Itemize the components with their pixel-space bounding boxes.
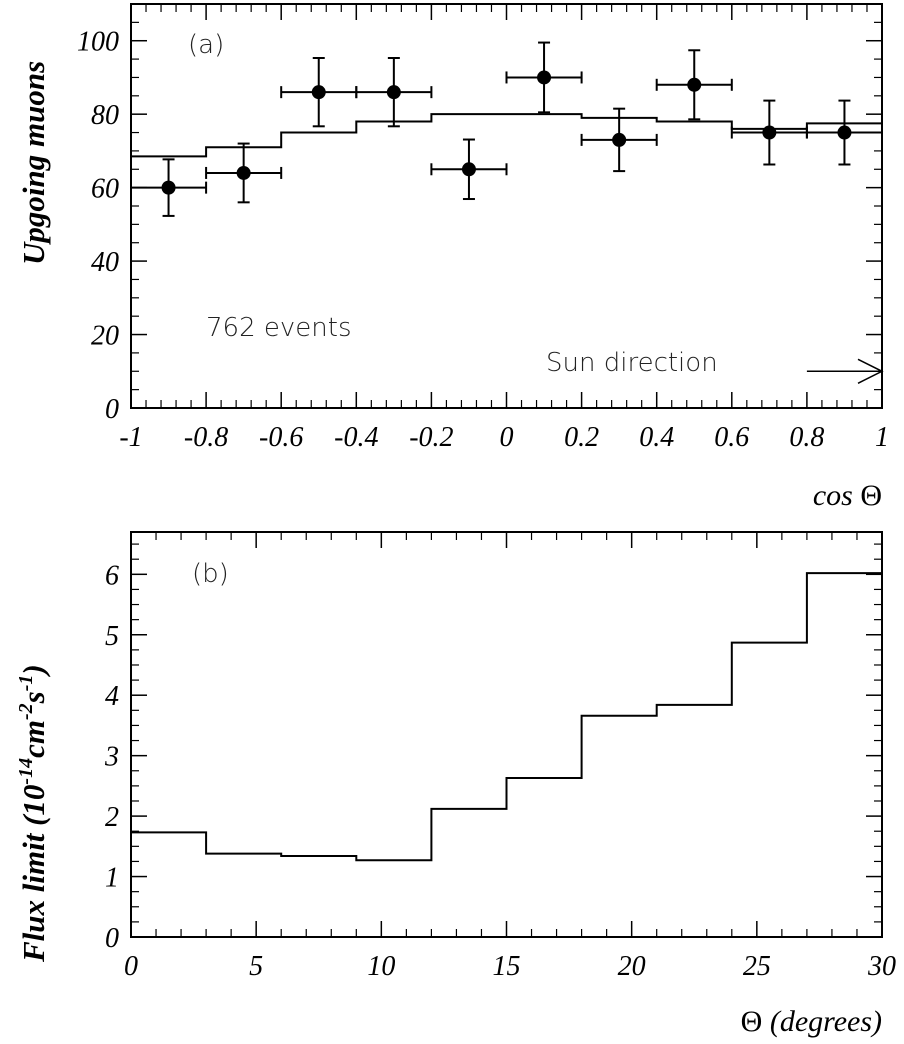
events-annotation: 762 events <box>206 313 352 343</box>
panel-b-frame <box>130 531 883 938</box>
x-tick-label: -0.8 <box>184 422 228 453</box>
panel-a-frame <box>130 3 883 409</box>
panel-a-x-axis-text: cos <box>813 479 853 512</box>
panel-a-data-points <box>130 41 883 217</box>
panel-a-x-axis-title: cos Θ <box>813 479 882 512</box>
x-tick-label: 0 <box>500 422 514 453</box>
y-tick-label: 4 <box>105 681 119 712</box>
data-point <box>537 70 552 85</box>
y-tick-label: 20 <box>91 321 119 352</box>
y-tick-label: 1 <box>105 863 119 894</box>
data-point <box>612 132 627 147</box>
panel-b-x-axis-symbol: Θ <box>741 1005 763 1038</box>
panel-b-x-tick-labels: 0 5 10 15 20 25 30 <box>124 951 896 982</box>
x-tick-label: 25 <box>743 951 771 982</box>
data-point <box>762 125 777 140</box>
x-tick-label: 0 <box>124 951 138 982</box>
y-tick-label: 6 <box>105 560 119 591</box>
panel-b-x-ticks <box>130 532 883 937</box>
data-point <box>687 77 702 92</box>
panel-a-upgoing-muons: -1 -0.8 -0.6 -0.4 -0.2 0 0.2 0.4 0.6 0.8 1 0 20 40 60… <box>16 3 889 512</box>
x-tick-label: -0.4 <box>334 422 378 453</box>
y-tick-label: 2 <box>105 802 119 833</box>
y-tick-label: 80 <box>91 100 119 131</box>
y-tick-label: 3 <box>104 742 119 773</box>
x-tick-label: -0.2 <box>409 422 453 453</box>
x-tick-label: 0.4 <box>639 422 674 453</box>
panel-a-y-axis-title: Upgoing muons <box>16 61 51 265</box>
panel-b-y-axis-title: Flux limit (10-14cm-2s-1) <box>15 664 51 963</box>
y-tick-label: 0 <box>105 394 119 425</box>
y-tick-label: 40 <box>91 247 119 278</box>
x-tick-label: -1 <box>119 422 142 453</box>
data-point <box>311 85 326 100</box>
panel-a-x-axis-symbol: Θ <box>860 479 882 512</box>
panel-b-y-ticks <box>131 543 882 938</box>
x-tick-label: 30 <box>867 951 896 982</box>
data-point <box>461 162 476 177</box>
y-tick-label: 60 <box>91 174 119 205</box>
x-tick-label: -0.6 <box>259 422 303 453</box>
x-tick-label: 0.6 <box>714 422 749 453</box>
data-point <box>386 85 401 100</box>
y-tick-label: 100 <box>77 27 119 58</box>
y-tick-label: 0 <box>105 923 119 954</box>
panel-a-x-ticks <box>130 4 883 408</box>
x-tick-label: 0.8 <box>789 422 824 453</box>
data-point <box>161 180 176 195</box>
panel-b-x-axis-title: Θ (degrees) <box>741 1005 882 1038</box>
panel-a-y-tick-labels: 0 20 40 60 80 100 <box>77 27 119 425</box>
panel-a-y-ticks <box>131 3 882 409</box>
x-tick-label: 15 <box>493 951 521 982</box>
x-tick-label: 1 <box>875 422 889 453</box>
x-tick-label: 20 <box>618 951 646 982</box>
x-tick-label: 5 <box>249 951 263 982</box>
y-tick-label: 5 <box>105 621 119 652</box>
panel-b-x-axis-text: (degrees) <box>770 1005 882 1038</box>
sun-direction-annotation: Sun direction <box>546 348 718 378</box>
arrow-head <box>857 358 884 384</box>
panel-b-y-tick-labels: 0 1 2 3 4 5 6 <box>104 560 119 954</box>
data-point <box>236 165 251 180</box>
panel-a-x-tick-labels: -1 -0.8 -0.6 -0.4 -0.2 0 0.2 0.4 0.6 0.8 1 <box>119 422 889 453</box>
panel-b-flux-limit: 0 5 10 15 20 25 30 0 1 2 3 4 5 6 (b) Flux limit (10-… <box>15 531 896 1038</box>
data-point <box>837 125 852 140</box>
panel-b-flux-step-line <box>131 572 882 862</box>
panel-b-label: (b) <box>192 559 229 589</box>
x-tick-label: 0.2 <box>564 422 599 453</box>
x-tick-label: 10 <box>367 951 395 982</box>
panel-a-label: (a) <box>188 30 224 60</box>
sun-direction-arrow <box>806 358 884 384</box>
